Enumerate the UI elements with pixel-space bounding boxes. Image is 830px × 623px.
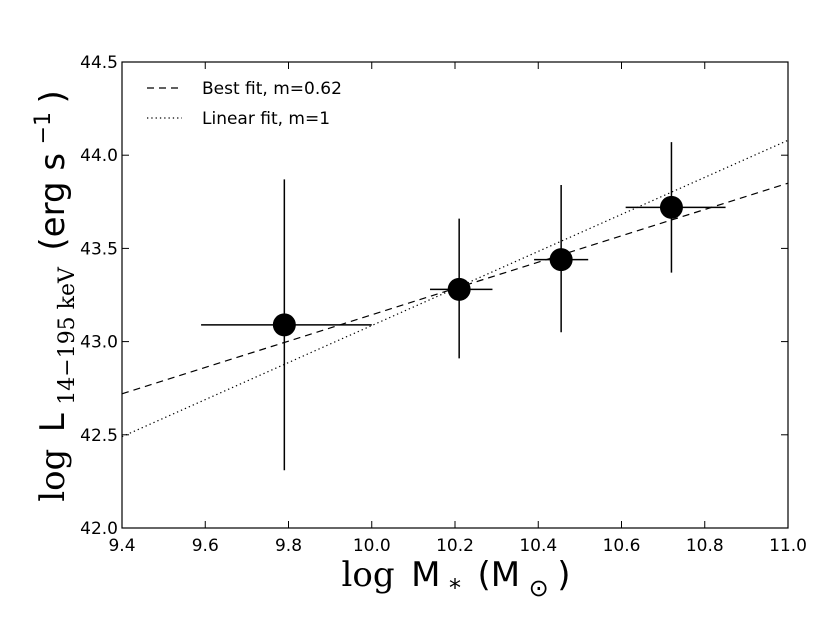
- data-point-0: [272, 313, 296, 337]
- y-tick-label: 43.0: [80, 333, 118, 353]
- y-tick-label: 42.5: [80, 426, 118, 446]
- axis-ticks: [121, 61, 789, 529]
- data-point-1: [447, 277, 471, 301]
- linear-fit-line: [121, 139, 789, 438]
- x-tick-label: 10.6: [603, 536, 641, 556]
- x-tick-label: 11.0: [769, 536, 807, 556]
- x-tick-label: 10.2: [436, 536, 474, 556]
- y-tick-label: 44.5: [80, 53, 118, 73]
- y-tick-label: 44.0: [80, 146, 118, 166]
- x-tick-label: 9.6: [192, 536, 219, 556]
- x-axis-label-close: ): [557, 555, 570, 595]
- y-axis-label-log: log: [33, 449, 73, 502]
- x-tick-label: 9.8: [275, 536, 302, 556]
- data-markers: [272, 195, 683, 337]
- x-tick-labels: 9.4 9.6 9.8 10.0 10.2 10.4 10.6 10.8 11.0: [108, 536, 806, 556]
- data-point-2: [549, 248, 573, 272]
- y-tick-label: 42.0: [80, 519, 118, 539]
- y-axis-label-sub: 14−195 keV: [55, 266, 80, 405]
- x-axis-label-log: log: [342, 555, 395, 595]
- x-tick-label: 10.0: [353, 536, 391, 556]
- y-axis-label-sup: −1: [31, 112, 56, 144]
- y-tick-labels: 42.0 42.5 43.0 43.5 44.0 44.5: [80, 53, 118, 539]
- y-axis-label: log L 14−195 keV (erg s −1 ): [21, 90, 82, 502]
- legend-label-linear-fit: Linear fit, m=1: [202, 109, 330, 129]
- x-axis-label-open: (M: [477, 555, 520, 595]
- x-axis-label-sub2: ⊙: [529, 574, 549, 602]
- x-axis-label-sub: *: [449, 574, 461, 602]
- y-tick-label: 43.5: [80, 239, 118, 259]
- y-axis-label-main: L: [33, 413, 73, 432]
- x-tick-label: 10.8: [686, 536, 724, 556]
- legend-label-best-fit: Best fit, m=0.62: [202, 79, 342, 99]
- data-point-3: [659, 195, 683, 219]
- x-tick-label: 9.4: [108, 536, 135, 556]
- y-axis-label-close: ): [33, 90, 73, 103]
- y-axis-label-open: (erg s: [33, 153, 73, 251]
- x-tick-label: 10.4: [519, 536, 557, 556]
- x-axis-label: log M * (M ⊙ ): [342, 555, 571, 604]
- x-axis-label-main: M: [411, 555, 440, 595]
- error-bars: [201, 142, 726, 471]
- legend: Best fit, m=0.62 Linear fit, m=1: [147, 79, 342, 129]
